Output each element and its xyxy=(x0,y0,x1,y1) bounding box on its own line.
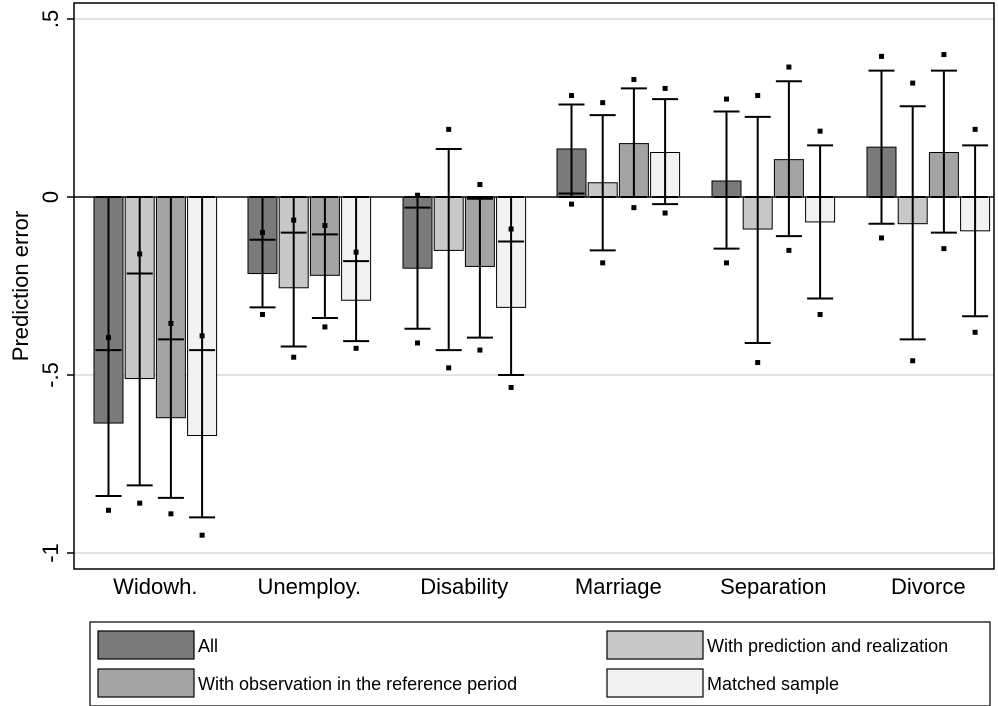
dot-high-0-2 xyxy=(168,320,174,326)
dot-high-0-0 xyxy=(106,335,111,341)
dot-low-2-2 xyxy=(477,347,483,353)
y-tick-label-0: .5 xyxy=(38,10,63,28)
dot-high-4-2 xyxy=(786,64,792,70)
dot-low-1-0 xyxy=(260,311,265,317)
y-axis-ticks: .5 0 -.5 -1 xyxy=(38,10,74,563)
legend: All With prediction and realization With o… xyxy=(89,621,991,706)
legend-label-0: All xyxy=(198,636,218,656)
error-bars xyxy=(95,52,989,538)
y-tick-label-2: -.5 xyxy=(38,362,63,388)
legend-swatch-2 xyxy=(97,668,195,698)
dot-low-4-3 xyxy=(817,311,823,317)
x-category-label-1: Unemploy. xyxy=(258,574,362,599)
dot-low-2-3 xyxy=(508,384,514,390)
x-category-label-5: Divorce xyxy=(891,574,966,599)
dot-high-2-0 xyxy=(415,192,420,198)
dot-low-5-3 xyxy=(972,329,978,335)
legend-frame xyxy=(89,621,991,706)
dot-high-1-1 xyxy=(291,217,297,223)
dot-high-5-1 xyxy=(910,80,916,86)
x-category-label-4: Separation xyxy=(720,574,826,599)
dot-low-4-2 xyxy=(786,247,792,253)
dot-high-1-2 xyxy=(322,222,328,228)
dot-high-3-0 xyxy=(569,93,574,99)
dot-high-5-0 xyxy=(879,53,884,59)
y-axis-title: Prediction error xyxy=(8,211,33,361)
dot-high-3-2 xyxy=(631,77,637,83)
dot-low-4-0 xyxy=(724,260,729,266)
dot-low-3-3 xyxy=(662,210,668,216)
dot-high-2-1 xyxy=(446,126,452,132)
dot-low-0-3 xyxy=(199,532,205,538)
dot-high-0-3 xyxy=(199,333,205,339)
dot-high-1-0 xyxy=(260,230,265,236)
dot-low-3-2 xyxy=(631,205,637,211)
x-category-label-3: Marriage xyxy=(575,574,662,599)
dot-low-1-3 xyxy=(353,345,359,351)
dot-low-5-0 xyxy=(879,235,884,241)
dot-low-3-0 xyxy=(569,201,574,207)
dot-high-0-1 xyxy=(137,251,143,257)
legend-label-3: Matched sample xyxy=(707,674,839,694)
dot-low-4-1 xyxy=(755,360,761,366)
x-axis-categories: Widowh. Unemploy. Disability Marriage Separa… xyxy=(113,574,965,599)
dot-low-5-2 xyxy=(941,246,947,252)
dot-low-1-1 xyxy=(291,354,297,360)
dot-high-3-3 xyxy=(662,85,668,91)
y-tick-label-3: -1 xyxy=(38,543,63,563)
dot-low-0-2 xyxy=(168,511,174,517)
y-tick-label-1: 0 xyxy=(38,191,63,203)
dot-high-2-3 xyxy=(508,226,514,232)
dot-low-3-1 xyxy=(600,260,606,266)
dot-low-0-1 xyxy=(137,500,143,506)
dot-low-2-1 xyxy=(446,365,452,371)
x-category-label-0: Widowh. xyxy=(113,574,197,599)
legend-swatch-1 xyxy=(606,630,704,660)
dot-high-5-2 xyxy=(941,52,947,58)
plot-frame xyxy=(73,2,995,570)
dot-low-0-0 xyxy=(106,507,111,513)
dot-low-5-1 xyxy=(910,358,916,364)
legend-label-2: With observation in the reference period xyxy=(198,674,517,694)
dot-high-5-3 xyxy=(972,126,978,132)
dot-high-3-1 xyxy=(600,100,606,106)
dot-high-1-3 xyxy=(353,249,359,255)
legend-swatch-3 xyxy=(606,668,704,698)
dot-high-2-2 xyxy=(477,182,483,188)
dot-low-1-2 xyxy=(322,324,328,330)
legend-swatch-0 xyxy=(97,630,195,660)
dot-high-4-1 xyxy=(755,93,761,99)
dot-high-4-3 xyxy=(817,128,823,134)
dot-low-2-0 xyxy=(415,340,420,346)
dot-high-4-0 xyxy=(724,96,729,102)
x-category-label-2: Disability xyxy=(420,574,508,599)
grid-lines xyxy=(74,18,994,554)
legend-label-1: With prediction and realization xyxy=(707,636,948,656)
